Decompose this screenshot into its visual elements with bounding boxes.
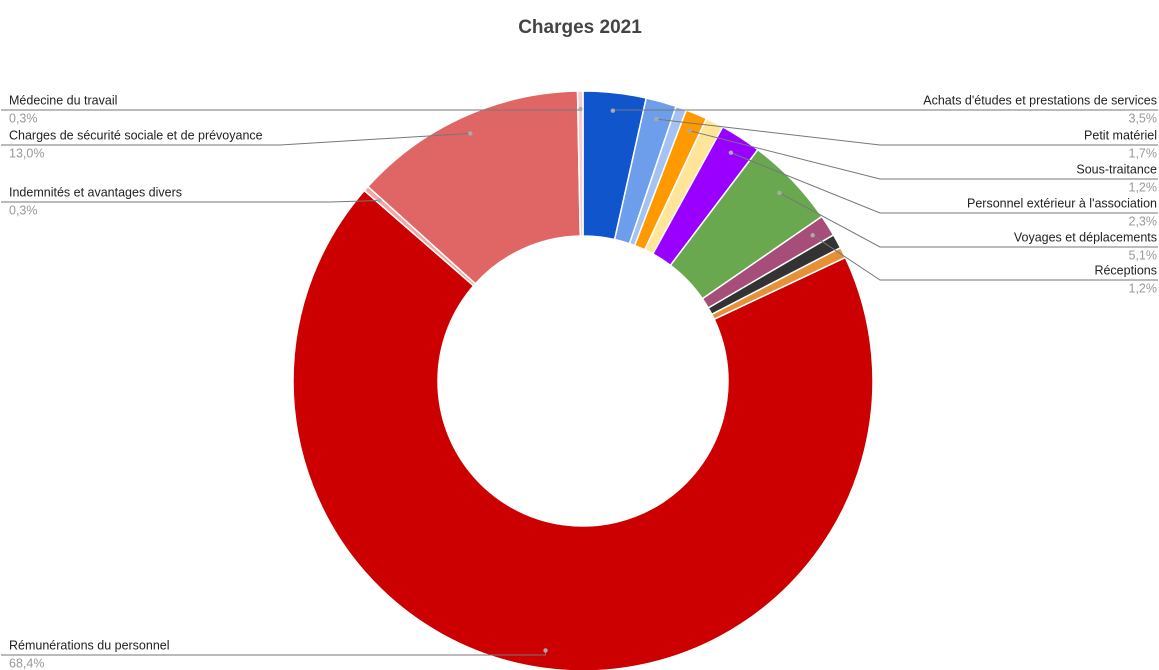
leader-dot <box>543 648 548 653</box>
leader-line <box>656 118 1158 146</box>
value-label: 5,1% <box>1129 248 1158 262</box>
slice-label: Petit matériel <box>1084 128 1157 142</box>
value-label: 1,7% <box>1129 146 1158 160</box>
slice-label: Voyages et déplacements <box>1014 230 1157 244</box>
leader-dot <box>728 150 734 155</box>
leader-dot <box>578 106 583 112</box>
leader-line <box>689 130 1158 180</box>
value-label: 13,0% <box>9 146 44 160</box>
slice-label: Personnel extérieur à l'association <box>967 196 1157 210</box>
slice-label: Indemnités et avantages divers <box>9 185 182 199</box>
slice-label: Charges de sécurité sociale et de prévoy… <box>9 128 263 142</box>
leader-dot <box>687 128 692 133</box>
value-label: 1,2% <box>1129 281 1158 295</box>
leader-dot <box>468 131 473 136</box>
slice-label: Réceptions <box>1094 263 1157 277</box>
leader-line <box>1 132 471 146</box>
slice <box>576 90 584 237</box>
value-label: 68,4% <box>9 656 44 670</box>
leader-line <box>730 152 1158 214</box>
value-label: 0,3% <box>9 203 38 217</box>
slice-label: Rémunérations du personnel <box>9 638 170 652</box>
leader-dot <box>654 116 659 122</box>
slice-label: Médecine du travail <box>9 93 117 107</box>
leader-dot <box>777 190 782 196</box>
slice <box>292 189 874 670</box>
slice <box>366 90 582 285</box>
value-label: 2,3% <box>1129 214 1158 228</box>
value-label: 0,3% <box>9 111 38 125</box>
leader-dot <box>610 108 616 113</box>
leader-line <box>612 109 1158 111</box>
leader-dot <box>377 198 382 203</box>
slice-label: Achats d'études et prestations de servic… <box>923 93 1157 107</box>
leader-dot <box>810 233 815 238</box>
value-label: 1,2% <box>1129 180 1158 194</box>
leader-line <box>779 192 1158 248</box>
leader-line <box>812 234 1158 281</box>
chart-title: Charges 2021 <box>518 17 642 38</box>
leader-line <box>1 199 380 203</box>
value-label: 3,5% <box>1129 111 1158 125</box>
slice-label: Sous-traitance <box>1076 162 1157 176</box>
